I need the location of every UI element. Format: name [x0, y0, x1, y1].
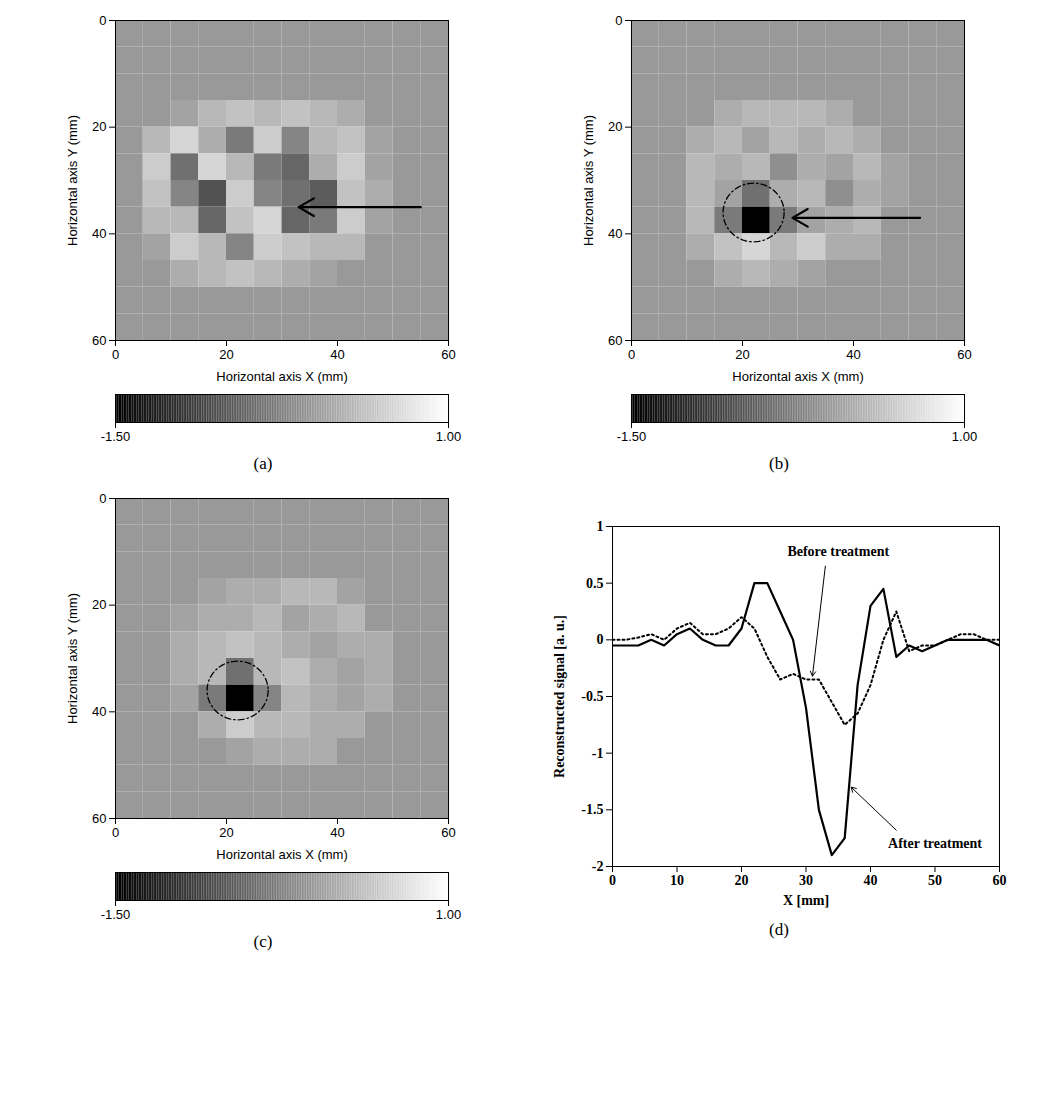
svg-text:Horizontal axis Y (mm): Horizontal axis Y (mm) — [65, 593, 80, 724]
svg-text:60: 60 — [92, 811, 106, 826]
svg-text:1.00: 1.00 — [952, 429, 977, 444]
svg-text:60: 60 — [441, 825, 455, 840]
svg-text:Horizontal axis X (mm): Horizontal axis X (mm) — [216, 369, 347, 384]
svg-text:20: 20 — [735, 347, 749, 362]
svg-text:1.00: 1.00 — [436, 429, 461, 444]
svg-text:After treatment: After treatment — [888, 836, 982, 851]
svg-text:1.00: 1.00 — [436, 907, 461, 922]
svg-text:0: 0 — [112, 347, 119, 362]
svg-text:-0.5: -0.5 — [581, 689, 603, 704]
svg-text:40: 40 — [608, 226, 622, 241]
svg-text:0: 0 — [597, 632, 604, 647]
svg-text:20: 20 — [92, 597, 106, 612]
svg-text:X [mm]: X [mm] — [783, 893, 829, 908]
html-text:(a): (a) — [253, 454, 273, 473]
svg-text:-1.5: -1.5 — [581, 802, 603, 817]
svg-text:-2: -2 — [592, 859, 604, 874]
svg-text:20: 20 — [92, 119, 106, 134]
svg-text:20: 20 — [219, 347, 233, 362]
svg-text:Horizontal axis Y (mm): Horizontal axis Y (mm) — [581, 115, 596, 246]
svg-text:40: 40 — [92, 704, 106, 719]
svg-text:-1.50: -1.50 — [101, 429, 131, 444]
svg-text:10: 10 — [670, 873, 684, 888]
svg-text:Before treatment: Before treatment — [787, 544, 889, 559]
svg-text:0.5: 0.5 — [586, 576, 604, 591]
svg-text:40: 40 — [864, 873, 878, 888]
svg-text:0: 0 — [615, 13, 622, 28]
svg-text:30: 30 — [799, 873, 813, 888]
svg-text:40: 40 — [330, 347, 344, 362]
svg-text:40: 40 — [330, 825, 344, 840]
svg-text:1: 1 — [597, 519, 604, 534]
svg-text:Reconstructed signal [a. u.]: Reconstructed signal [a. u.] — [552, 615, 567, 778]
svg-text:0: 0 — [112, 825, 119, 840]
svg-text:60: 60 — [92, 333, 106, 348]
html-text:(b): (b) — [769, 454, 789, 473]
svg-text:50: 50 — [928, 873, 942, 888]
svg-text:60: 60 — [441, 347, 455, 362]
svg-text:Horizontal axis X (mm): Horizontal axis X (mm) — [216, 847, 347, 862]
svg-text:60: 60 — [608, 333, 622, 348]
svg-text:20: 20 — [735, 873, 749, 888]
svg-text:-1.50: -1.50 — [617, 429, 647, 444]
svg-text:0: 0 — [628, 347, 635, 362]
html-text:(c): (c) — [253, 932, 273, 951]
svg-text:0: 0 — [99, 491, 106, 506]
svg-text:-1.50: -1.50 — [101, 907, 131, 922]
svg-text:Horizontal axis X (mm): Horizontal axis X (mm) — [732, 369, 863, 384]
svg-text:Horizontal axis Y (mm): Horizontal axis Y (mm) — [65, 115, 80, 246]
svg-text:40: 40 — [846, 347, 860, 362]
svg-text:60: 60 — [957, 347, 971, 362]
svg-text:60: 60 — [993, 873, 1007, 888]
svg-text:20: 20 — [608, 119, 622, 134]
svg-text:40: 40 — [92, 226, 106, 241]
svg-text:20: 20 — [219, 825, 233, 840]
svg-text:-1: -1 — [592, 746, 604, 761]
svg-text:0: 0 — [609, 873, 616, 888]
svg-text:0: 0 — [99, 13, 106, 28]
html-text:(d): (d) — [769, 920, 789, 939]
